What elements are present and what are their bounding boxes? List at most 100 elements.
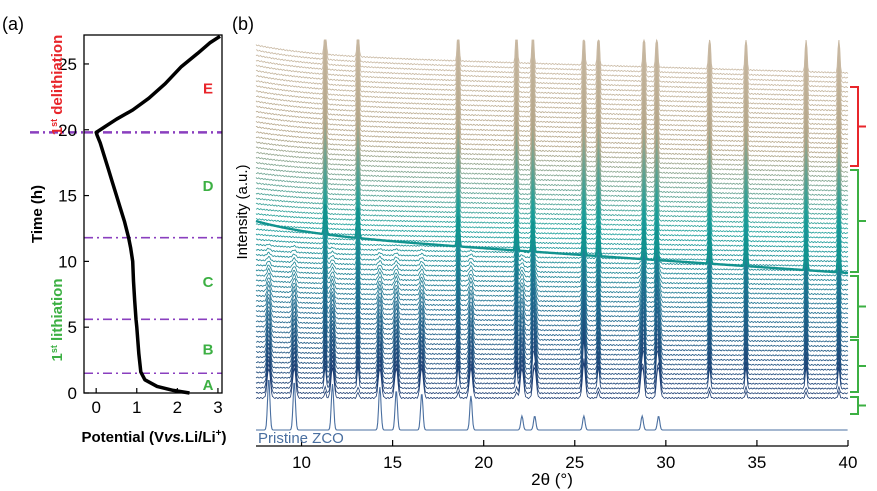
xrd-pattern	[255, 275, 849, 320]
xrd-pattern	[255, 197, 849, 239]
xrd-pattern	[255, 93, 849, 145]
xrd-pattern	[255, 330, 849, 381]
xrd-pattern	[255, 313, 849, 362]
panel-b-ylabel: Intensity (a.u.)	[234, 164, 251, 259]
xrd-pattern	[255, 317, 849, 367]
xrd-pattern	[255, 287, 849, 334]
y-tick-label: 0	[68, 384, 77, 403]
xrd-pattern	[255, 176, 849, 221]
xrd-pattern	[255, 155, 849, 202]
xrd-pattern	[255, 51, 849, 107]
xrd-pattern	[255, 233, 849, 272]
xrd-pattern	[255, 213, 849, 253]
x-tick-label: 35	[747, 453, 766, 472]
panel-a-frame	[83, 34, 223, 394]
xrd-pattern	[255, 251, 849, 291]
xrd-pattern	[255, 139, 849, 188]
xrd-pattern	[255, 124, 849, 174]
region-label: A	[203, 377, 214, 394]
xrd-pattern	[255, 268, 849, 310]
y-tick-label: 5	[68, 318, 77, 337]
xrd-pattern	[255, 38, 849, 84]
region-label: B	[203, 341, 214, 358]
xrd-pattern	[255, 271, 849, 315]
panel-a-ylabel: Time (h)	[29, 185, 46, 243]
x-tick-label: 1	[132, 398, 141, 417]
xrd-pattern	[255, 56, 849, 112]
voltage-time-curve	[94, 34, 221, 395]
xrd-pattern	[255, 203, 849, 244]
y-tick-label: 15	[58, 187, 77, 206]
xrd-pattern	[255, 114, 849, 164]
y-tick-label: 10	[58, 252, 77, 271]
panel-a-xlabel: Potential (Vvs.Li/Li+)	[81, 428, 226, 446]
panel-b-xlabel: 2θ (°)	[531, 470, 573, 489]
xrd-pattern	[255, 181, 849, 225]
pristine-xrd-pattern	[256, 379, 848, 431]
panel-b-label: (b)	[232, 14, 254, 34]
lithiation-annotation: 1st lithiation	[49, 278, 66, 361]
xrd-pattern	[255, 102, 849, 155]
xrd-pattern	[255, 97, 848, 150]
xrd-pattern	[255, 45, 849, 103]
xrd-pattern	[255, 72, 849, 126]
xrd-pattern	[255, 160, 849, 206]
xrd-pattern	[255, 208, 849, 249]
xrd-pattern	[255, 39, 849, 79]
xrd-pattern	[255, 362, 849, 400]
xrd-pattern	[255, 39, 849, 98]
x-tick-label: 20	[474, 453, 493, 472]
xrd-pattern	[256, 308, 849, 357]
x-tick-label: 3	[213, 398, 222, 417]
xrd-pattern	[255, 263, 849, 305]
region-label: D	[203, 178, 214, 195]
x-tick-label: 25	[565, 453, 584, 472]
xrd-pattern	[255, 255, 849, 296]
xrd-pattern	[255, 358, 849, 395]
xrd-pattern	[256, 66, 849, 122]
xrd-pattern	[255, 109, 849, 159]
xrd-pattern	[255, 130, 849, 178]
xrd-pattern	[255, 60, 849, 117]
xrd-pattern	[255, 171, 849, 216]
pristine-label: Pristine ZCO	[258, 430, 344, 447]
xrd-pattern	[255, 333, 849, 385]
panel-b-chart: (b) 10 15 20 25 30 35 40 Pristine ZCO Intensit…	[232, 14, 866, 489]
xrd-pattern	[255, 39, 848, 89]
xrd-pattern	[255, 224, 848, 263]
panel-a-chart: (a) A B C D E 0 1 2 3 0 5 10 15 20 25 Time (h) Potent…	[2, 14, 227, 446]
xrd-pattern	[255, 337, 849, 390]
xrd-pattern	[255, 320, 849, 371]
region-bracket	[850, 86, 866, 167]
x-tick-label: 2	[173, 398, 182, 417]
region-bracket	[850, 396, 866, 415]
y-tick-label: 20	[58, 121, 77, 140]
xrd-pattern	[255, 151, 849, 197]
xrd-pattern	[256, 77, 849, 131]
xrd-pattern	[255, 145, 849, 192]
xrd-pattern	[255, 300, 849, 348]
xrd-pattern	[255, 304, 849, 352]
region-label: E	[203, 81, 213, 98]
xrd-pattern	[255, 246, 849, 287]
xrd-pattern	[255, 242, 849, 282]
xrd-pattern	[255, 192, 849, 235]
xrd-pattern	[255, 284, 849, 329]
region-bracket	[850, 275, 866, 338]
xrd-pattern	[255, 134, 849, 183]
panel-a-label: (a)	[2, 14, 24, 34]
xrd-pattern	[255, 325, 848, 376]
delithiation-annotation: 1st delithiation	[49, 35, 66, 136]
x-tick-label: 0	[91, 398, 100, 417]
x-tick-label: 30	[656, 453, 675, 472]
xrd-pattern	[255, 39, 849, 93]
region-label: C	[203, 274, 214, 291]
xrd-pattern	[255, 239, 849, 277]
xrd-pattern	[255, 296, 849, 343]
y-tick-label: 25	[58, 55, 77, 74]
xrd-pattern	[255, 87, 849, 141]
xrd-pattern	[255, 187, 849, 230]
xrd-pattern	[255, 118, 849, 169]
xrd-pattern	[255, 258, 849, 301]
